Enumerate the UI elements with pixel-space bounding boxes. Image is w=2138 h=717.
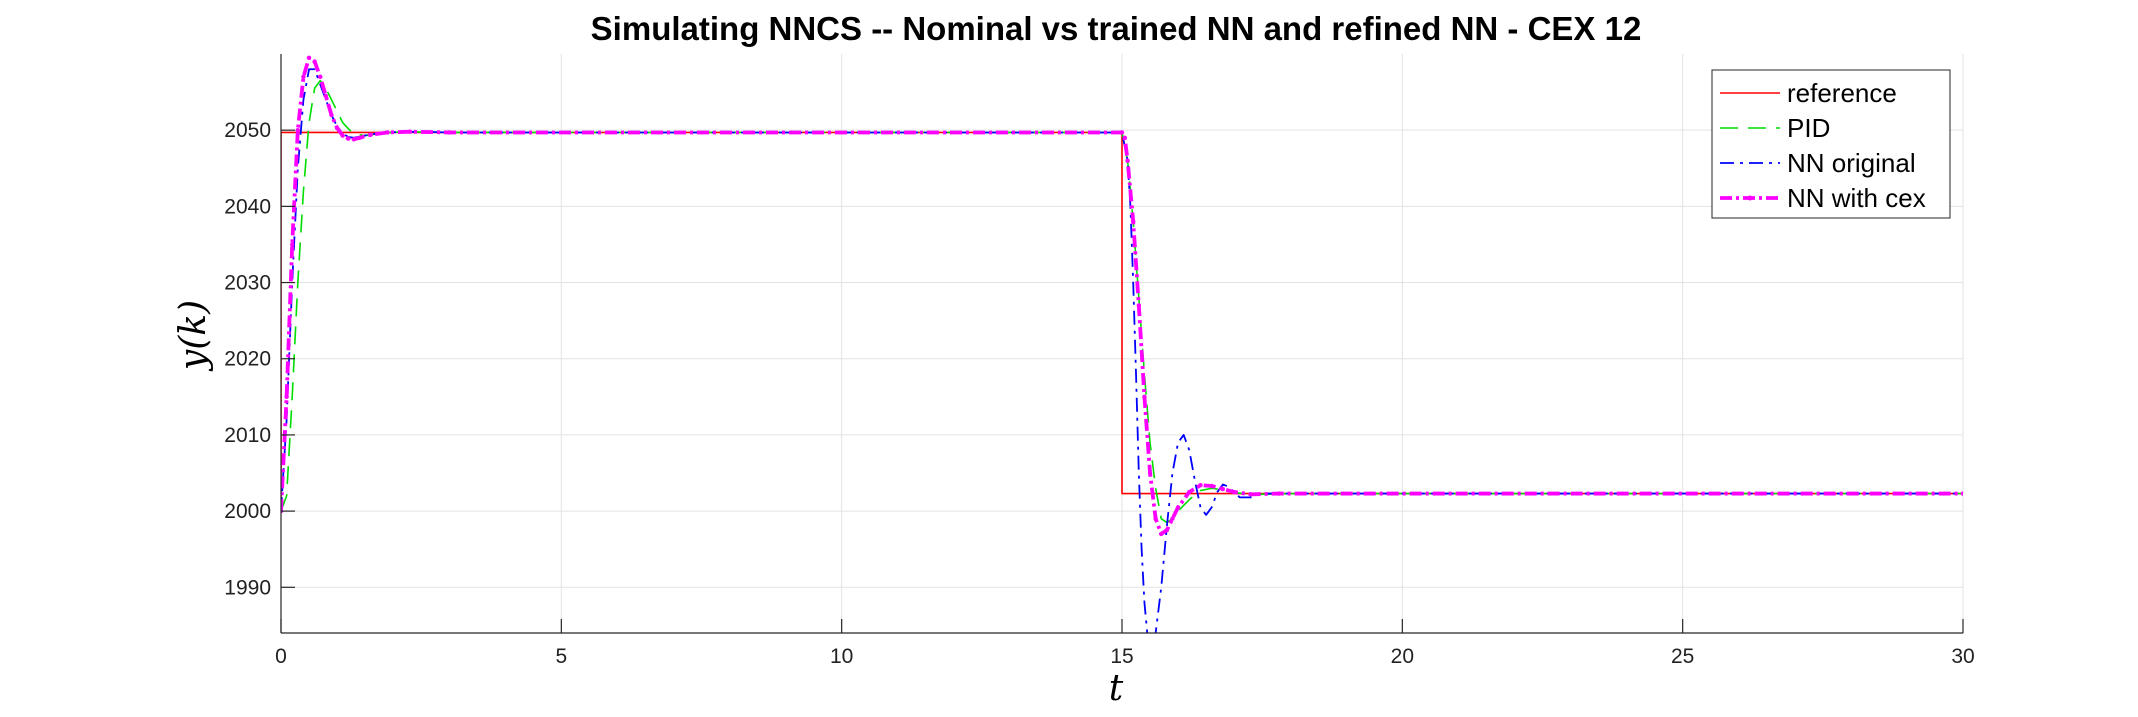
series-point [351,137,357,142]
series-point [1142,394,1147,400]
y-tick-label: 2010 [224,424,271,447]
series-point [357,135,362,141]
series-point [1125,158,1130,163]
series-point [1198,483,1203,488]
series-point [407,129,413,134]
series-point [1175,505,1181,510]
x-tick-label: 5 [555,645,567,668]
x-tick-label: 10 [830,645,853,668]
series-point [346,136,351,141]
series-point [1131,219,1136,224]
legend-box [1711,69,1951,219]
x-tick-label: 25 [1671,645,1694,668]
series-point [1187,489,1192,495]
series-point [301,74,306,80]
legend-label: PID [1787,113,1830,143]
y-tick-label: 1990 [224,576,271,599]
series-point [1153,516,1158,521]
series-point [1159,531,1164,537]
series-point [312,59,317,64]
series-point [1122,135,1128,141]
series-point [1164,527,1170,533]
series-point [334,125,340,131]
chart-title: Simulating NNCS -- Nominal vs trained NN… [591,10,1642,47]
series-point [306,55,312,61]
series-point [1960,491,1963,496]
legend-swatch-marker [1747,195,1753,201]
series-group [281,55,1963,633]
y-tick-label: 2040 [224,195,271,218]
series-point [1209,483,1214,489]
series-point [318,74,323,80]
series-point [295,127,301,133]
x-axis-label: t [1109,668,1124,709]
series-point [385,130,390,135]
series-point [329,112,334,118]
legend-label: reference [1787,78,1897,108]
series-point [1220,486,1226,492]
legend-label: NN with cex [1787,183,1926,213]
series-point [1170,516,1175,521]
series-point [284,394,289,400]
series-point [368,132,373,137]
y-tick-label: 2020 [224,348,271,371]
series-point [1276,491,1282,496]
legend: reference PID NN original NN with cex [1711,69,1951,219]
series-line-nn-original [281,68,1963,633]
series-point [340,133,345,138]
series-point [447,130,452,135]
series-point [1136,303,1142,308]
y-axis-label: y(k) [173,300,214,372]
x-tick-label: 20 [1391,645,1414,668]
x-tick-label: 0 [275,645,287,668]
y-tick-label: 2030 [224,272,271,295]
plot-area: 0 5 10 15 20 25 30 1990 2000 2010 2020 2030 2040 2050 [224,54,1975,668]
series-point [290,242,295,247]
legend-label: NN original [1787,148,1916,178]
series-point [1147,470,1153,476]
x-tick-label: 30 [1951,645,1974,668]
y-tick-label: 2000 [224,500,271,523]
x-tick-label: 15 [1110,645,1133,668]
series-point [323,93,329,99]
series-point [1231,489,1237,495]
y-tick-label: 2050 [224,119,271,142]
series-point [1248,492,1254,497]
series-point [1119,130,1125,135]
